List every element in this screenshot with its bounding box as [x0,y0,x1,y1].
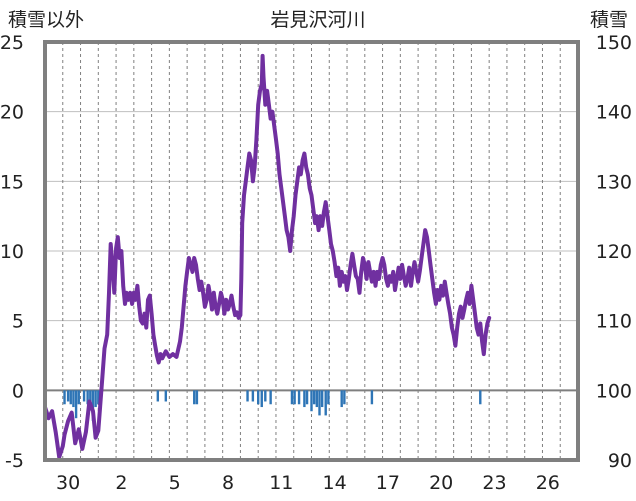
y-left-tick-5: 0 [12,380,24,402]
y-left-tick-6: -5 [5,450,24,472]
bar-12 [156,390,160,402]
bar-29 [315,390,319,408]
series-line [43,53,492,460]
y-right-tick-1: 140 [596,102,632,124]
x-tick-4: 11 [269,472,293,494]
bar-4 [74,390,78,419]
y-right-tick-3: 120 [596,241,632,263]
bar-32 [324,390,327,416]
x-tick-2: 5 [169,472,181,494]
y-right-tick-6: 90 [608,450,632,472]
bar-2 [69,390,72,405]
bar-22 [290,390,294,405]
bar-10 [94,390,97,408]
y-left-tick-2: 15 [0,171,24,193]
y-left-tick-4: 5 [12,311,24,333]
bar-33 [327,390,330,405]
bar-8 [89,390,92,402]
bar-6 [82,390,86,402]
bar-16 [246,390,249,402]
y-left-tick-3: 10 [0,241,24,263]
right-axis-ticks: 150 140 130 120 110 100 90 [596,32,632,472]
line-series [43,53,492,460]
x-tick-8: 23 [482,472,506,494]
bar-14 [193,390,196,405]
plot-frame [43,40,580,462]
x-tick-1: 2 [115,472,127,494]
x-tick-5: 14 [323,472,347,494]
bar-24 [297,390,301,405]
bar-28 [312,390,316,405]
bar-23 [293,390,296,405]
bar-35 [343,390,346,405]
bar-25 [303,390,306,408]
grid [45,41,578,461]
bar-7 [86,390,89,405]
bar-20 [264,390,267,402]
bar-30 [318,390,321,416]
y-left-tick-0: 25 [0,32,24,54]
x-axis-ticks: 30 2 5 8 11 14 17 20 23 26 [56,472,560,494]
left-axis-ticks: 25 20 15 10 5 0 -5 [0,32,24,472]
x-tick-0: 30 [56,472,80,494]
bar-36 [370,390,374,405]
bar-19 [260,390,263,408]
bar-26 [305,390,309,405]
x-tick-3: 8 [222,472,234,494]
bar-series [63,390,482,421]
x-tick-9: 26 [536,472,560,494]
bar-37 [479,390,482,405]
chart-title: 岩見沢河川 [270,9,365,31]
y-left-tick-1: 20 [0,102,24,124]
bar-1 [66,390,70,402]
y-right-tick-2: 130 [596,171,632,193]
x-tick-7: 20 [429,472,453,494]
y-right-tick-5: 100 [596,380,632,402]
left-axis-label: 積雪以外 [8,9,84,31]
x-tick-6: 17 [376,472,400,494]
bar-3 [72,390,75,408]
bar-5 [77,390,80,405]
bar-13 [164,390,168,402]
bar-31 [320,390,324,408]
bar-18 [257,390,260,405]
bar-15 [195,390,199,405]
y-right-tick-0: 150 [596,32,632,54]
bar-34 [340,390,343,408]
bar-0 [63,390,66,405]
bar-17 [251,390,255,402]
right-axis-label: 積雪 [590,9,628,31]
y-right-tick-4: 110 [596,311,632,333]
bar-21 [269,390,272,405]
bar-27 [310,390,313,412]
bar-11 [97,390,100,405]
